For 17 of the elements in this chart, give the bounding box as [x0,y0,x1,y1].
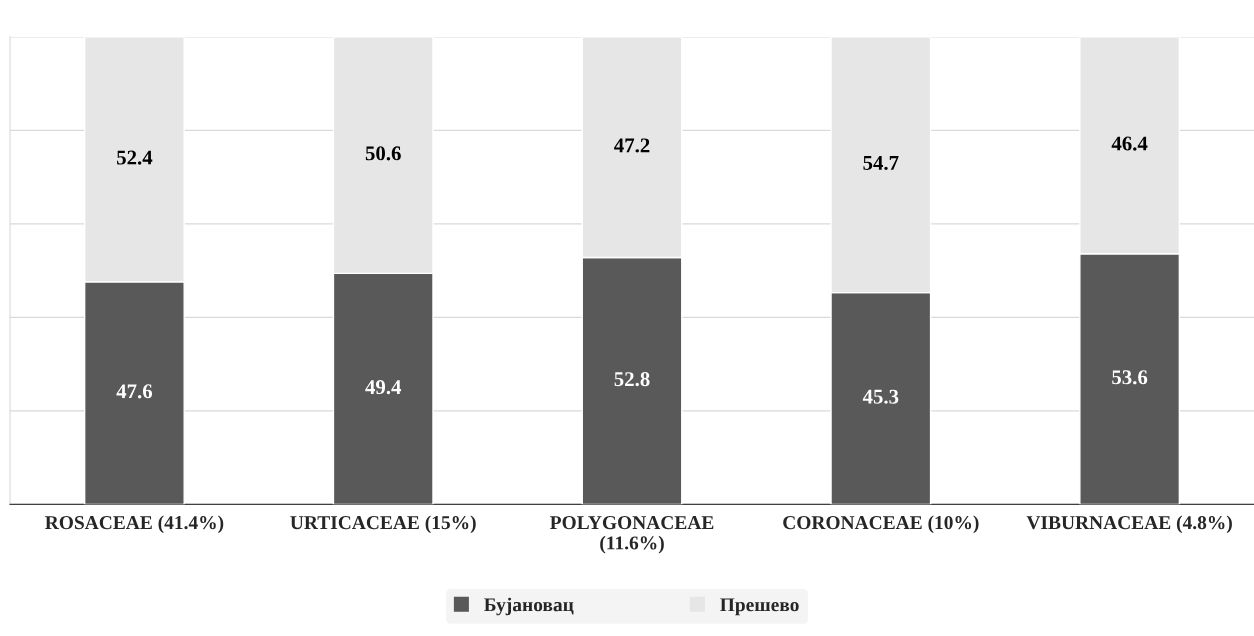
data-label: 52.8 [614,372,650,387]
data-label: 54.7 [863,156,899,171]
data-label: 49.4 [365,380,402,395]
data-label: 47.2 [614,138,650,153]
x-tick-label: CORONACEAE (10%) [783,515,979,534]
data-label: 52.4 [117,150,153,165]
x-tick-label: ROSACEAE (41.4%) [45,515,224,534]
data-label: 50.6 [365,146,401,161]
data-label: 53.6 [1112,370,1148,385]
x-tick-label: URTICACEAE (15%) [290,515,476,534]
data-label: 46.4 [1111,136,1148,151]
x-tick-label: VIBURNACEAE (4.8%) [1026,515,1232,534]
x-tick-label: POLYGONACEAE (11.6%) [550,516,714,554]
data-label: 47.6 [116,384,153,399]
data-label: 45.3 [862,389,899,404]
legend-label: Бујановац [484,597,574,616]
legend-label: Прешево [720,598,799,616]
